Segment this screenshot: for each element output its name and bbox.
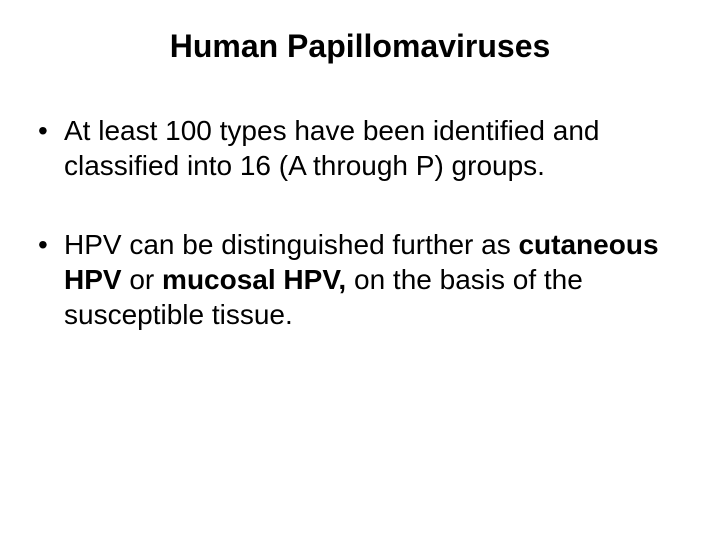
bullet-text-run: mucosal HPV,: [162, 264, 346, 295]
slide: Human Papillomaviruses At least 100 type…: [0, 0, 720, 540]
bullet-item: At least 100 types have been identified …: [36, 113, 684, 183]
bullet-list: At least 100 types have been identified …: [36, 113, 684, 332]
bullet-text-run: or: [122, 264, 162, 295]
bullet-text-run: At least 100 types have been identified …: [64, 115, 600, 181]
slide-title: Human Papillomaviruses: [36, 28, 684, 65]
bullet-text-run: HPV can be distinguished further as: [64, 229, 518, 260]
bullet-item: HPV can be distinguished further as cuta…: [36, 227, 684, 332]
